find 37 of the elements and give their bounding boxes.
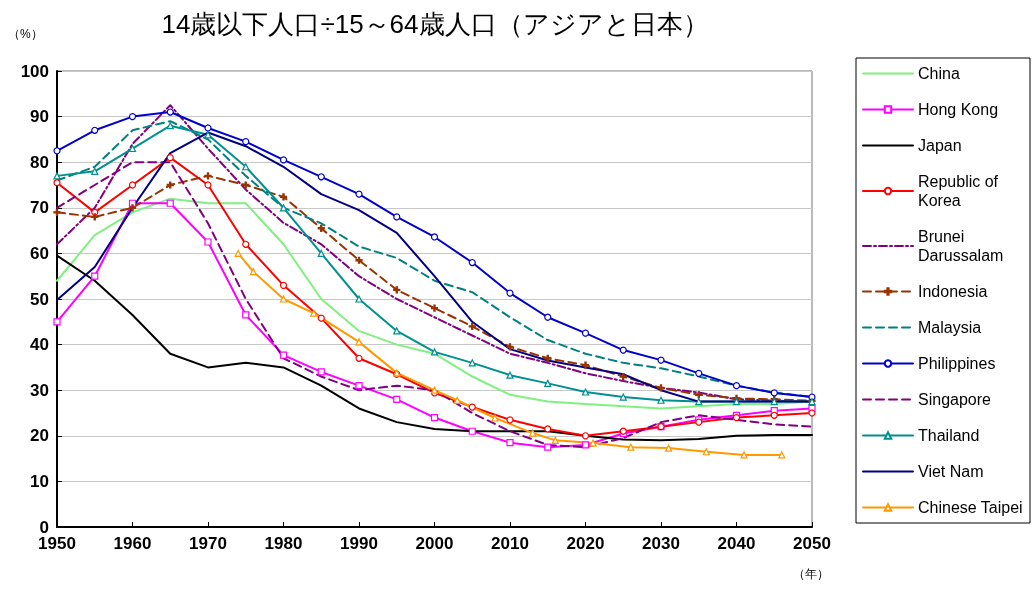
legend-label: Malaysia bbox=[918, 319, 982, 336]
x-tick-label: 1970 bbox=[189, 534, 227, 553]
y-tick-label: 40 bbox=[30, 335, 49, 355]
x-tick-label: 1990 bbox=[340, 534, 378, 553]
x-tick-label: 1960 bbox=[113, 534, 152, 553]
legend-label: Indonesia bbox=[918, 283, 988, 300]
chart-title: 14歳以下人口÷15～64歳人口（アジアと日本） bbox=[161, 9, 709, 39]
legend-label: China bbox=[918, 65, 960, 82]
x-axis-title: （年） bbox=[793, 567, 829, 581]
y-axis-title: （%） bbox=[8, 27, 43, 41]
x-tick-label: 1950 bbox=[38, 534, 76, 553]
x-tick-label: 2000 bbox=[415, 534, 454, 553]
y-tick-label: 90 bbox=[30, 107, 49, 127]
y-tick-label: 10 bbox=[30, 471, 49, 491]
x-tick-label: 2020 bbox=[566, 534, 605, 553]
x-tick-label: 2030 bbox=[642, 534, 680, 553]
legend-label: Chinese Taipei bbox=[918, 499, 1023, 516]
y-tick-label: 60 bbox=[30, 243, 49, 263]
y-tick-label: 20 bbox=[30, 426, 49, 446]
y-tick-label: 50 bbox=[30, 289, 49, 309]
legend-label: Viet Nam bbox=[918, 463, 984, 480]
x-tick-label: 1980 bbox=[264, 534, 303, 553]
legend-label: Thailand bbox=[918, 427, 980, 444]
legend-label: Singapore bbox=[918, 391, 992, 408]
legend-label: Japan bbox=[918, 137, 962, 154]
x-tick-label: 2050 bbox=[793, 534, 831, 553]
legend-label: Philippines bbox=[918, 355, 996, 372]
x-tick-label: 2010 bbox=[491, 534, 529, 553]
y-tick-label: 0 bbox=[39, 517, 49, 537]
y-tick-label: 80 bbox=[30, 152, 49, 172]
y-tick-label: 70 bbox=[30, 198, 49, 218]
legend-label: Republic of Korea bbox=[918, 173, 1003, 209]
x-tick-label: 2040 bbox=[717, 534, 756, 553]
y-tick-label: 100 bbox=[20, 61, 49, 81]
y-tick-label: 30 bbox=[30, 380, 49, 400]
legend-label: Brunei Darussalam bbox=[918, 228, 1004, 264]
legend-label: Hong Kong bbox=[918, 101, 999, 118]
